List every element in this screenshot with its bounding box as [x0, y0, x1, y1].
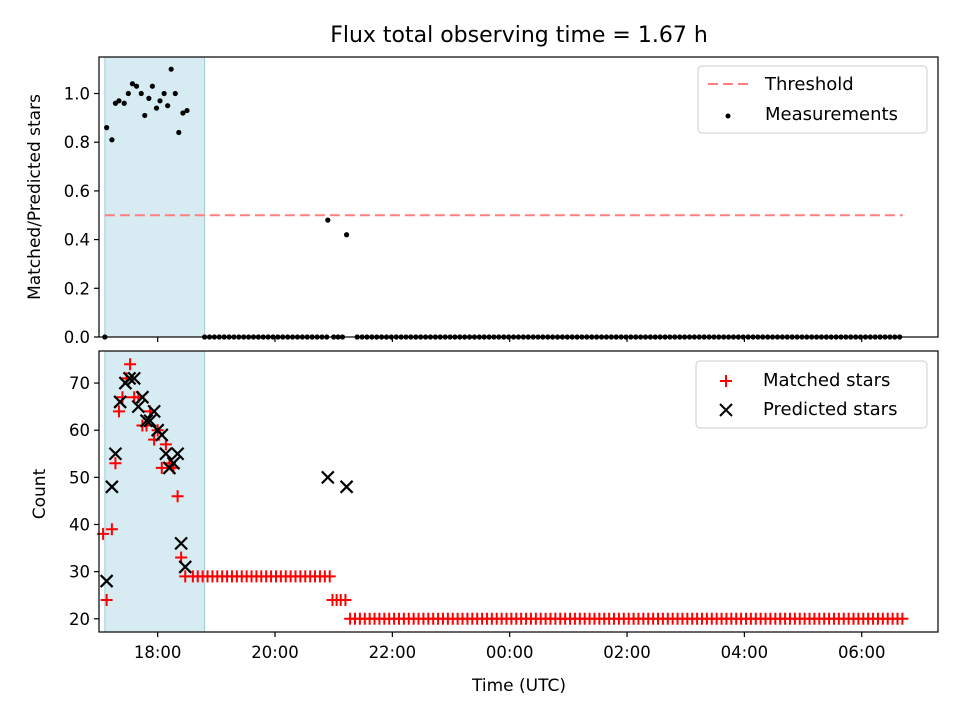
predicted-star-marker [113, 395, 127, 409]
measurement-point [184, 107, 190, 114]
top-y-axis-ticks: 0.0 0.2 0.4 0.6 0.8 1.0 [64, 85, 99, 347]
measurement-point [180, 110, 186, 116]
legend-matched-swatch [720, 375, 732, 387]
measurement-point [125, 90, 131, 97]
matched-star-marker [896, 612, 909, 625]
x-tick-label: 06:00 [838, 643, 886, 662]
top-legend-box [697, 65, 928, 134]
x-axis-label: Time (UTC) [471, 676, 566, 696]
measurement-point [121, 100, 127, 106]
predicted-star-marker [131, 399, 146, 414]
measurement-point [153, 105, 160, 111]
top-legend: Threshold Measurements [697, 65, 928, 134]
measurement-point [149, 83, 155, 89]
measurement-point [168, 66, 174, 72]
predicted-star-marker [122, 371, 137, 386]
matched-stars-points [97, 358, 909, 625]
predicted-star-marker [99, 574, 114, 588]
matched-star-marker [100, 593, 113, 606]
measurement-point [325, 217, 331, 223]
predicted-star-marker [170, 447, 185, 461]
measurement-point [116, 98, 122, 104]
bottom-legend: Matched stars Predicted stars [695, 360, 928, 429]
measurement-point [343, 232, 350, 238]
predicted-star-marker [135, 390, 150, 404]
matched-star-marker [339, 593, 352, 606]
predicted-star-marker [143, 414, 157, 428]
x-tick-label: 04:00 [721, 643, 769, 662]
legend-measurements-swatch [725, 113, 731, 119]
y-tick-label: 30 [69, 563, 90, 582]
legend-predicted-swatch [719, 403, 733, 417]
legend-matched-label: Matched stars [763, 370, 890, 391]
y-tick-label: 70 [69, 374, 90, 393]
matched-star-marker [171, 490, 184, 503]
observing-window-shade [104, 56, 206, 338]
measurement-point [133, 83, 140, 89]
x-tick-label: 22:00 [369, 643, 417, 662]
matched-star-marker [124, 358, 137, 371]
bottom-y-axis-label: Count [30, 468, 50, 519]
y-tick-label: 0.6 [64, 182, 90, 201]
matched-star-marker [323, 570, 336, 583]
y-tick-label: 60 [69, 421, 90, 440]
matched-star-marker [105, 523, 118, 536]
x-tick-label: 18:00 [134, 643, 182, 662]
measurement-point [129, 81, 136, 87]
predicted-star-marker [139, 414, 154, 428]
legend-measurements-label: Measurements [765, 104, 898, 125]
predicted-star-marker [108, 447, 123, 461]
measurement-point [157, 98, 163, 104]
legend-threshold-label: Threshold [764, 74, 854, 95]
matched-star-marker [155, 461, 168, 474]
predicted-star-marker [321, 470, 335, 485]
measurement-point [104, 125, 110, 131]
x-tick-label: 20:00 [251, 643, 299, 662]
top-x-axis-ticks [157, 337, 863, 342]
measurement-point [172, 90, 178, 97]
y-tick-label: 50 [69, 468, 90, 487]
measurement-point [142, 112, 148, 119]
measurement-point [176, 129, 182, 136]
observing-window-shade [104, 350, 206, 633]
bottom-panel: 20 30 40 50 60 70 18:00 20:00 22:00 00:00 02:00 04… [30, 350, 939, 696]
predicted-star-marker [166, 456, 181, 470]
bottom-y-axis-ticks: 20 30 40 50 60 70 [69, 374, 99, 629]
top-y-axis-label: Matched/Predicted stars [25, 94, 45, 300]
measurement-point [109, 137, 115, 143]
predicted-star-marker [105, 480, 119, 494]
predicted-star-marker [178, 560, 193, 574]
y-tick-label: 0.2 [64, 279, 90, 298]
x-tick-label: 00:00 [486, 643, 534, 662]
top-axes-frame [98, 56, 939, 338]
bottom-x-axis-ticks: 18:00 20:00 22:00 00:00 02:00 04:00 06:00 [134, 632, 886, 662]
predicted-star-marker [155, 428, 169, 442]
predicted-star-marker [159, 447, 173, 461]
y-tick-label: 40 [69, 516, 90, 535]
predicted-star-marker [339, 480, 354, 494]
top-panel: 0.0 0.2 0.4 0.6 0.8 1.0 Matched/Predicted sta… [25, 56, 939, 347]
measurement-point [161, 90, 167, 97]
legend-predicted-label: Predicted stars [763, 399, 897, 420]
measurement-point [165, 103, 171, 109]
predicted-star-marker [127, 371, 141, 386]
bottom-axes-frame [98, 350, 939, 633]
y-tick-label: 20 [69, 610, 90, 629]
y-tick-label: 0.4 [64, 231, 90, 250]
chart-title: Flux total observing time = 1.67 h [330, 23, 708, 48]
y-tick-label: 0.0 [64, 328, 90, 347]
matched-star-marker [116, 391, 129, 404]
y-tick-label: 1.0 [64, 85, 90, 104]
predicted-stars-points [99, 371, 354, 588]
matched-star-marker [109, 457, 122, 470]
matched-star-marker [112, 405, 125, 418]
bottom-legend-box [695, 360, 928, 429]
measurement-point [138, 90, 144, 97]
y-tick-label: 0.8 [64, 133, 90, 152]
x-tick-label: 02:00 [603, 643, 651, 662]
predicted-star-marker [174, 536, 188, 551]
measurement-point [146, 95, 152, 101]
predicted-star-marker [147, 404, 161, 419]
